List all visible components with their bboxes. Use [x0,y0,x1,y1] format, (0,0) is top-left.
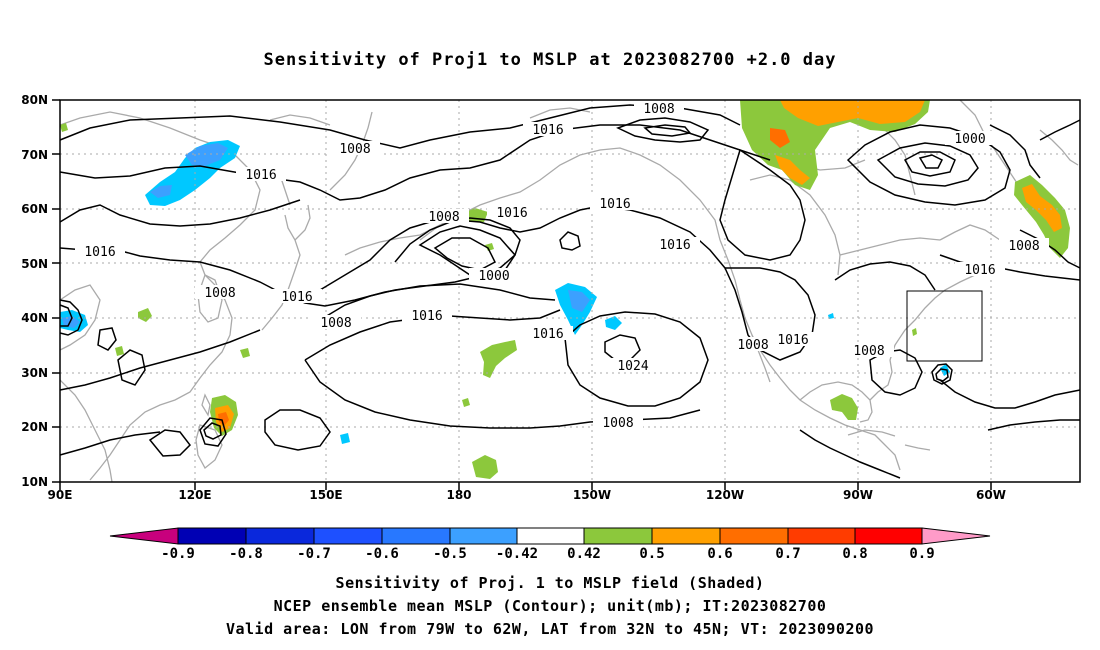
shade-negative-siberia-core2 [150,185,172,198]
lat-label-30n: 30N [21,366,48,380]
contour-label: 1016 [659,238,690,253]
shade-positive-arctic-core3 [770,128,790,148]
lon-label-120e: 120E [178,488,211,502]
shade-positive-arctic-core [780,100,925,126]
sensitivity-shading [60,100,1070,479]
colorbar-cell [583,527,653,545]
lon-label-150w: 150W [573,488,611,502]
contour-label: 1016 [532,123,563,138]
colorbar-tick-label: -0.9 [161,546,195,562]
colorbar-cell [177,527,247,545]
colorbar-end-high [921,527,991,545]
plot-frame [59,99,1081,483]
lon-label-150e: 150E [309,488,342,502]
latitude-labels: 80N 70N 60N 50N 40N 30N 20N 10N [21,93,48,489]
lat-label-80n: 80N [21,93,48,107]
contour-label: 1016 [245,168,276,183]
contour-label: 1016 [532,327,563,342]
colorbar-tick-label: 0.42 [567,546,601,562]
contour-label: 1000 [954,132,985,147]
longitude-labels: 90E 120E 150E 180 150W 120W 90W 60W [48,488,1006,502]
colorbar-tick-label: 0.7 [775,546,800,562]
contour-label: 1024 [617,359,648,374]
colorbar-tick-label: -0.6 [365,546,399,562]
lon-label-180: 180 [446,488,471,502]
shade-positive-arctic-core2 [775,155,810,185]
contour-label: 1016 [281,290,312,305]
contour-label: 1008 [737,338,768,353]
caption-line-1: Sensitivity of Proj. 1 to MSLP field (Sh… [335,574,765,592]
shade-negative-siberia-core [185,143,228,166]
contour-label: 1016 [84,245,115,260]
axis-ticks [52,99,992,490]
contour-label: 1016 [496,206,527,221]
lat-label-70n: 70N [21,148,48,162]
colorbar-end-low [109,527,179,545]
contour-label: 1008 [204,286,235,301]
gridlines [60,100,1080,482]
shade-positive-pacific [480,340,517,378]
contour-label: 1008 [602,416,633,431]
valid-area-box [906,290,983,362]
lon-label-120w: 120W [706,488,744,502]
lat-label-60n: 60N [21,202,48,216]
colorbar-tick-label: 0.6 [707,546,732,562]
colorbar-tick-label: -0.5 [433,546,467,562]
contour-label: 1016 [964,263,995,278]
lat-label-40n: 40N [21,311,48,325]
colorbar-cell [651,527,721,545]
colorbar-cell [854,527,923,545]
contour-label: 1016 [777,333,808,348]
colorbar: -0.9 -0.8 -0.7 -0.6 -0.5 -0.42 0.42 0.5 … [109,527,991,562]
colorbar-tick-label: 0.8 [842,546,867,562]
colorbar-tick-label: 0.9 [909,546,934,562]
contour-label: 1008 [339,142,370,157]
lat-label-10n: 10N [21,475,48,489]
contour-label: 1008 [428,210,459,225]
caption-line-2: NCEP ensemble mean MSLP (Contour); unit(… [273,597,827,615]
contour-label: 1008 [320,316,351,331]
contour-label: 1008 [643,102,674,117]
colorbar-tick-label: -0.7 [297,546,331,562]
contour-labels: 1008 1016 1000 1008 1016 1016 1008 1016 … [75,101,1049,431]
contour-label: 1016 [411,309,442,324]
colorbar-cell [516,527,585,545]
colorbar-cell [313,527,383,545]
colorbar-cell [245,527,315,545]
colorbar-tick-label: 0.5 [639,546,664,562]
lat-label-20n: 20N [21,420,48,434]
caption-line-3: Valid area: LON from 79W to 62W, LAT fro… [225,620,875,638]
contour-label: 1000 [478,269,509,284]
colorbar-tick-label: -0.42 [496,546,538,562]
plot-title: Sensitivity of Proj1 to MSLP at 20230827… [263,50,837,70]
contour-label: 1008 [853,344,884,359]
contour-label: 1008 [1008,239,1039,254]
colorbar-cell [449,527,518,545]
contour-label: 1016 [599,197,630,212]
lat-label-50n: 50N [21,257,48,271]
colorbar-cell [381,527,451,545]
colorbar-tick-label: -0.8 [229,546,263,562]
lon-label-60w: 60W [976,488,1006,502]
colorbar-cell [787,527,856,545]
lon-label-90e: 90E [48,488,73,502]
shade-positive-greenland-core [1022,184,1062,232]
shade-positive-gulf [830,394,858,420]
colorbar-cell [719,527,789,545]
lon-label-90w: 90W [843,488,873,502]
